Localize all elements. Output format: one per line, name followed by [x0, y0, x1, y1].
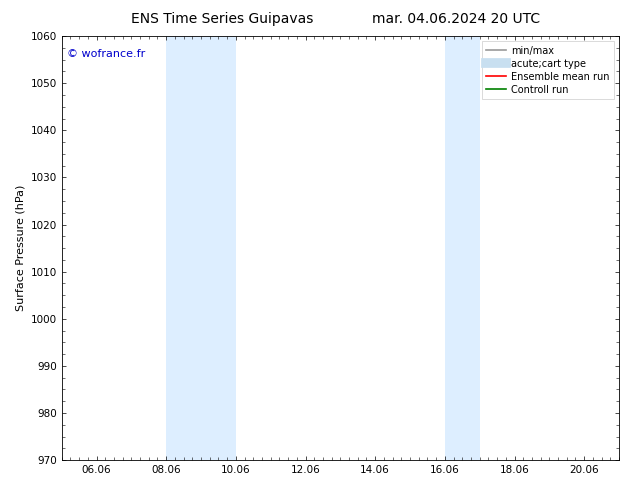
Text: ENS Time Series Guipavas: ENS Time Series Guipavas — [131, 12, 313, 26]
Y-axis label: Surface Pressure (hPa): Surface Pressure (hPa) — [15, 185, 25, 311]
Bar — [201, 36, 236, 460]
Text: © wofrance.fr: © wofrance.fr — [67, 49, 145, 59]
Legend: min/max, acute;cart type, Ensemble mean run, Controll run: min/max, acute;cart type, Ensemble mean … — [482, 41, 614, 99]
Text: mar. 04.06.2024 20 UTC: mar. 04.06.2024 20 UTC — [372, 12, 541, 26]
Bar — [462, 36, 480, 460]
Bar — [166, 36, 201, 460]
Bar — [445, 36, 462, 460]
